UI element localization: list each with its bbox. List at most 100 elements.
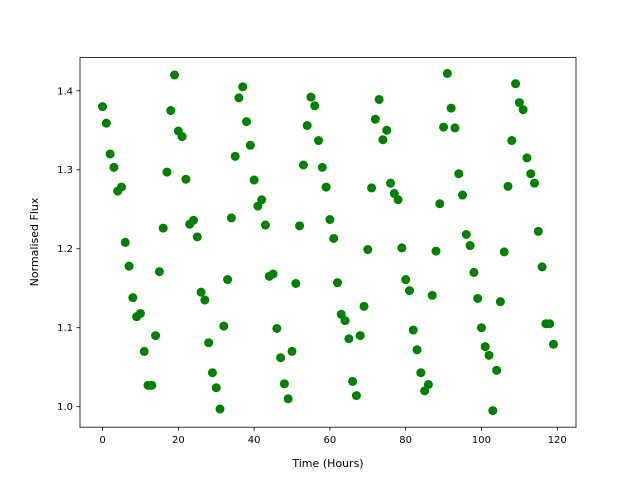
point (219, 321, 229, 331)
plot-frame (79, 57, 577, 428)
point (105, 149, 115, 159)
y-tick-label: 1.2 (57, 244, 73, 255)
point (188, 215, 198, 225)
point (476, 323, 486, 333)
point (374, 94, 384, 104)
point (370, 114, 380, 124)
point (151, 331, 161, 341)
point (378, 135, 388, 145)
point (283, 394, 293, 404)
point (522, 153, 532, 163)
point (306, 92, 316, 102)
point (511, 79, 521, 89)
point (139, 346, 149, 356)
point (465, 241, 475, 251)
point (495, 297, 505, 307)
point (249, 175, 259, 185)
point (514, 98, 524, 108)
point (340, 316, 350, 326)
point (302, 121, 312, 131)
point (329, 233, 339, 243)
point (503, 181, 513, 191)
point (473, 293, 483, 303)
point (260, 220, 270, 230)
point (154, 267, 164, 277)
point (128, 293, 138, 303)
point (332, 278, 342, 288)
point (234, 93, 244, 103)
point (223, 275, 233, 285)
point (98, 102, 108, 112)
point (162, 167, 172, 177)
point (367, 183, 377, 193)
point (458, 190, 468, 200)
x-tick-label: 80 (399, 435, 412, 446)
point (450, 123, 460, 133)
point (408, 325, 418, 335)
point (507, 136, 517, 146)
point (454, 169, 464, 179)
point (196, 287, 206, 297)
point (446, 103, 456, 113)
point (177, 132, 187, 142)
x-tick-label: 20 (172, 435, 185, 446)
x-tick-label: 120 (548, 435, 567, 446)
point (423, 380, 433, 390)
point (431, 246, 441, 256)
x-tick-label: 40 (248, 435, 261, 446)
y-tick-label: 1.1 (57, 323, 73, 334)
point (207, 368, 217, 378)
point (533, 226, 543, 236)
point (386, 178, 396, 188)
point (355, 331, 365, 341)
point (325, 214, 335, 224)
point (291, 278, 301, 288)
point (272, 323, 282, 333)
point (120, 237, 130, 247)
point (158, 223, 168, 233)
point (181, 174, 191, 184)
point (109, 162, 119, 172)
point (488, 406, 498, 416)
x-tick-label: 100 (472, 435, 491, 446)
point (298, 160, 308, 170)
point (442, 68, 452, 78)
point (548, 339, 558, 349)
point (401, 275, 411, 285)
point (211, 383, 221, 393)
point (276, 353, 286, 363)
point (238, 82, 248, 92)
point (351, 391, 361, 401)
point (404, 286, 414, 296)
point (230, 151, 240, 161)
point (344, 334, 354, 344)
point (317, 162, 327, 172)
point (147, 380, 157, 390)
x-axis-label: Time (Hours) (291, 457, 363, 470)
point (484, 350, 494, 360)
point (310, 101, 320, 111)
point (192, 232, 202, 242)
point (116, 182, 126, 192)
point (469, 267, 479, 277)
point (530, 178, 540, 188)
point (268, 269, 278, 279)
point (245, 140, 255, 150)
point (226, 213, 236, 223)
point (314, 136, 324, 146)
point (393, 195, 403, 205)
point (166, 106, 176, 116)
point (348, 376, 358, 386)
point (439, 122, 449, 132)
y-tick-label: 1.4 (57, 86, 73, 97)
y-tick-label: 1.0 (57, 402, 73, 413)
point (412, 345, 422, 355)
point (499, 247, 509, 257)
point (492, 365, 502, 375)
point (321, 182, 331, 192)
point (518, 105, 528, 115)
point (257, 195, 267, 205)
point (382, 125, 392, 135)
point (215, 404, 225, 414)
